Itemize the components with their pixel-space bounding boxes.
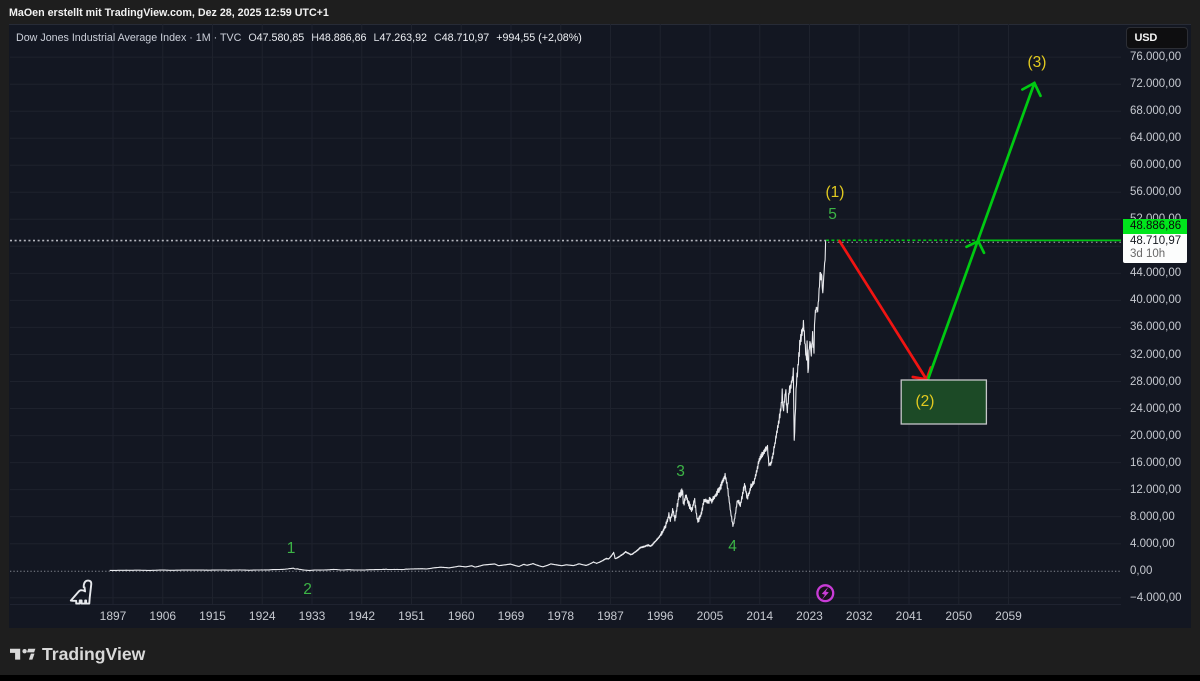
svg-text:TradingView: TradingView bbox=[42, 644, 146, 664]
